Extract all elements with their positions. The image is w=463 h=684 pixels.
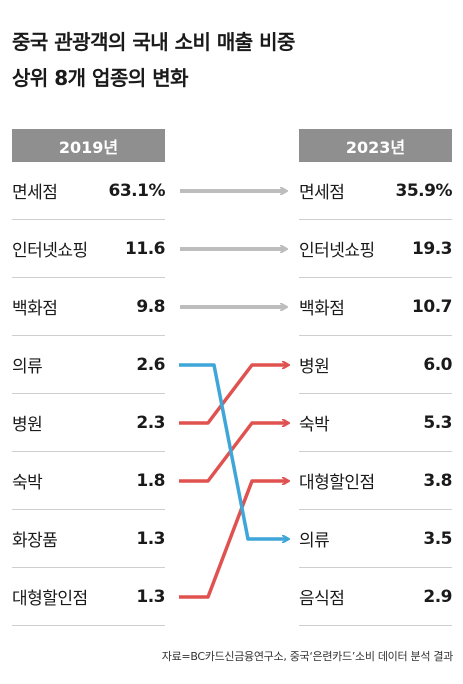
left-share-value: 1.3 xyxy=(136,586,165,607)
right-category-label: 면세점 xyxy=(299,183,345,203)
left-category-label: 백화점 xyxy=(12,299,58,319)
right-category-label: 숙박 xyxy=(299,415,330,435)
right-share-value: 10.7 xyxy=(412,296,452,317)
right-share-value: 5.3 xyxy=(423,412,452,433)
right-row: 면세점 35.9% xyxy=(299,162,453,220)
right-row: 대형할인점 3.8 xyxy=(299,452,452,510)
right-share-value: 3.8 xyxy=(423,470,452,491)
right-row: 병원 6.0 xyxy=(299,336,452,394)
source-note: 자료=BC카드신금융연구소, 중국‘은련카드’소비 데이터 분석 결과 xyxy=(161,650,454,663)
left-category-label: 화장품 xyxy=(12,531,58,551)
link-up-arrow xyxy=(179,365,288,425)
left-share-value: 2.3 xyxy=(136,412,165,433)
left-row: 대형할인점 1.3 xyxy=(12,568,165,626)
left-row: 화장품 1.3 xyxy=(12,510,165,568)
right-share-value: 35.9% xyxy=(395,180,453,201)
left-category-label: 의류 xyxy=(12,357,43,377)
year-header-2023: 2023년 xyxy=(299,129,452,162)
left-share-value: 11.6 xyxy=(125,238,165,259)
left-share-value: 1.8 xyxy=(136,470,165,491)
left-row: 인터넷쇼핑 11.6 xyxy=(12,220,165,278)
left-share-value: 9.8 xyxy=(136,296,165,317)
right-category-label: 음식점 xyxy=(299,589,345,609)
left-row: 의류 2.6 xyxy=(12,336,165,394)
right-row: 음식점 2.9 xyxy=(299,568,452,626)
right-row: 의류 3.5 xyxy=(299,510,452,568)
left-category-label: 면세점 xyxy=(12,183,58,203)
right-category-label: 대형할인점 xyxy=(299,473,375,493)
title-line-1: 중국 관광객의 국내 소비 매출 비중 xyxy=(12,30,295,54)
right-row: 백화점 10.7 xyxy=(299,278,452,336)
left-category-label: 인터넷쇼핑 xyxy=(12,241,88,261)
left-category-label: 병원 xyxy=(12,415,43,435)
right-row: 숙박 5.3 xyxy=(299,394,452,452)
right-share-value: 3.5 xyxy=(423,528,452,549)
year-header-2019: 2019년 xyxy=(12,129,165,162)
chart-title: 중국 관광객의 국내 소비 매출 비중 상위 8개 업종의 변화 xyxy=(12,24,452,96)
left-category-label: 숙박 xyxy=(12,473,43,493)
right-share-value: 6.0 xyxy=(423,354,452,375)
link-down-arrow xyxy=(179,363,288,539)
left-row: 병원 2.3 xyxy=(12,394,165,452)
left-category-label: 대형할인점 xyxy=(12,589,88,609)
left-row: 백화점 9.8 xyxy=(12,278,165,336)
left-share-value: 63.1% xyxy=(108,180,166,201)
left-share-value: 1.3 xyxy=(136,528,165,549)
left-share-value: 2.6 xyxy=(136,354,165,375)
right-category-label: 백화점 xyxy=(299,299,345,319)
right-row: 인터넷쇼핑 19.3 xyxy=(299,220,452,278)
left-row: 면세점 63.1% xyxy=(12,162,166,220)
title-line-2: 상위 8개 업종의 변화 xyxy=(12,66,189,90)
right-category-label: 의류 xyxy=(299,531,330,551)
right-category-label: 병원 xyxy=(299,357,330,377)
right-share-value: 2.9 xyxy=(423,586,452,607)
right-category-label: 인터넷쇼핑 xyxy=(299,241,375,261)
right-share-value: 19.3 xyxy=(412,238,452,259)
left-row: 숙박 1.8 xyxy=(12,452,165,510)
link-up-arrow xyxy=(179,481,288,599)
